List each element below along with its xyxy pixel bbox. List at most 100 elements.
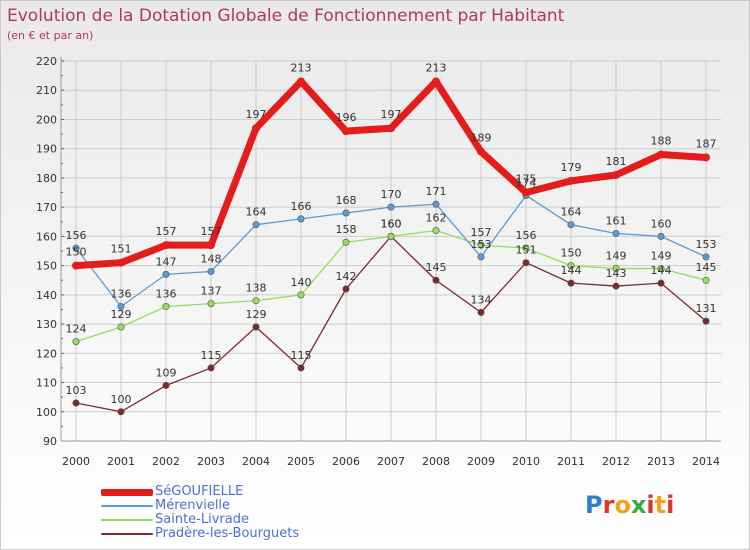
- data-label: 131: [696, 302, 717, 315]
- x-tick-label: 2001: [107, 455, 135, 468]
- data-label: 144: [651, 264, 672, 277]
- x-tick-label: 2014: [692, 455, 720, 468]
- data-point: [162, 241, 170, 250]
- data-label: 158: [336, 223, 357, 236]
- data-point: [252, 297, 260, 305]
- legend-swatch-merenvielle: [101, 505, 153, 507]
- data-point: [117, 323, 125, 331]
- data-label: 156: [516, 229, 537, 242]
- data-label: 136: [111, 288, 132, 301]
- data-point: [387, 203, 395, 211]
- data-point: [72, 338, 80, 346]
- y-tick-label: 90: [43, 435, 57, 448]
- data-point: [252, 323, 260, 331]
- data-point: [207, 267, 215, 275]
- data-point: [567, 221, 575, 229]
- data-label: 160: [651, 217, 672, 230]
- legend-label-segoufielle: SéGOUFIELLE: [155, 484, 244, 499]
- data-point: [342, 127, 350, 136]
- x-tick-label: 2012: [602, 455, 630, 468]
- data-label: 174: [516, 176, 537, 189]
- data-label: 187: [696, 137, 717, 150]
- data-label: 109: [156, 366, 177, 379]
- data-point: [657, 265, 665, 273]
- data-point: [612, 171, 620, 179]
- data-label: 164: [246, 206, 267, 219]
- y-tick-label: 220: [36, 55, 57, 68]
- legend-label-pradere: Pradère-les-Bourguets: [155, 526, 300, 541]
- data-point: [297, 215, 305, 223]
- data-point: [522, 244, 530, 252]
- y-tick-label: 120: [36, 347, 57, 360]
- data-point: [162, 303, 170, 311]
- data-point: [162, 381, 170, 389]
- y-tick-label: 110: [36, 377, 57, 390]
- data-point: [702, 253, 710, 261]
- data-point: [72, 261, 80, 270]
- data-label: 157: [201, 225, 222, 238]
- data-point: [342, 209, 350, 217]
- data-label: 149: [606, 250, 627, 263]
- data-label: 197: [246, 108, 267, 121]
- data-point: [612, 265, 620, 273]
- data-label: 170: [381, 188, 402, 201]
- data-label: 213: [291, 61, 312, 74]
- data-label: 160: [381, 217, 402, 230]
- logo-letter: t: [654, 491, 667, 519]
- data-point: [117, 258, 125, 267]
- data-point: [297, 291, 305, 299]
- data-label: 115: [291, 349, 312, 362]
- data-label: 196: [336, 111, 357, 124]
- data-label: 129: [111, 308, 132, 321]
- data-point: [117, 303, 125, 311]
- x-tick-label: 2009: [467, 455, 495, 468]
- data-point: [702, 153, 710, 162]
- data-point: [567, 176, 575, 185]
- y-tick-label: 210: [36, 84, 57, 97]
- chart-subtitle: (en € et par an): [7, 29, 94, 42]
- data-point: [522, 259, 530, 267]
- x-tick-label: 2004: [242, 455, 270, 468]
- data-label: 100: [111, 393, 132, 406]
- logo-letter: i: [646, 491, 655, 519]
- y-tick-label: 100: [36, 406, 57, 419]
- data-point: [252, 124, 260, 133]
- data-label: 171: [426, 185, 447, 198]
- data-label: 181: [606, 155, 627, 168]
- data-point: [207, 300, 215, 308]
- y-tick-label: 160: [36, 230, 57, 243]
- legend-label-merenvielle: Mérenvielle: [155, 498, 231, 513]
- y-tick-label: 130: [36, 318, 57, 331]
- x-tick-label: 2007: [377, 455, 405, 468]
- data-label: 164: [561, 206, 582, 219]
- data-point: [477, 147, 485, 156]
- data-point: [342, 285, 350, 293]
- logo-letter: o: [614, 491, 631, 519]
- y-tick-label: 190: [36, 143, 57, 156]
- chart-title: Evolution de la Dotation Globale de Fonc…: [7, 6, 565, 26]
- data-point: [432, 227, 440, 235]
- data-label: 138: [246, 282, 267, 295]
- data-point: [72, 399, 80, 407]
- data-point: [432, 276, 440, 284]
- data-point: [612, 282, 620, 290]
- data-label: 175: [516, 173, 537, 186]
- data-point: [72, 244, 80, 252]
- y-tick-label: 180: [36, 172, 57, 185]
- data-label: 145: [426, 261, 447, 274]
- data-point: [702, 317, 710, 325]
- data-label: 151: [516, 244, 537, 257]
- data-label: 168: [336, 194, 357, 207]
- data-label: 144: [561, 264, 582, 277]
- data-label: 166: [291, 200, 312, 213]
- data-label: 160: [381, 217, 402, 230]
- logo-letter: i: [666, 491, 675, 519]
- data-label: 153: [696, 238, 717, 251]
- data-point: [657, 279, 665, 287]
- data-point: [432, 77, 440, 86]
- data-label: 124: [66, 323, 87, 336]
- data-label: 188: [651, 135, 672, 148]
- data-point: [612, 229, 620, 237]
- data-point: [297, 364, 305, 372]
- legend-swatch-pradere: [101, 533, 153, 535]
